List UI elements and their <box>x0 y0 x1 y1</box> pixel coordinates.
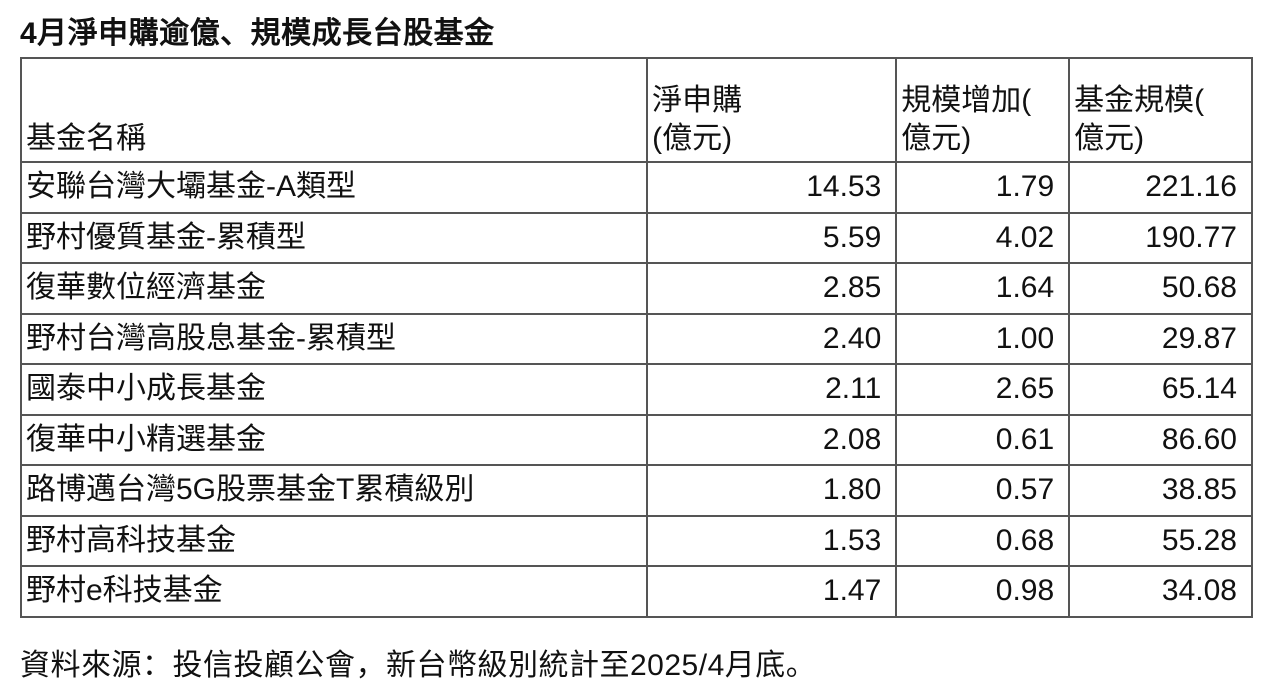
cell-fund-size: 50.68 <box>1068 262 1253 315</box>
cell-fund-size: 86.60 <box>1068 413 1253 466</box>
cell-net-subscription: 1.80 <box>646 464 898 517</box>
cell-net-subscription: 5.59 <box>646 211 898 264</box>
header-line: 億元) <box>1074 122 1145 155</box>
header-line: (億元) <box>652 122 733 155</box>
cell-size-increase: 4.02 <box>895 211 1071 264</box>
header-row: 基金名稱 淨申購 (億元) 規模增加( 億元) 基金規模( 億元) <box>19 57 1253 163</box>
cell-size-increase: 2.65 <box>895 363 1071 416</box>
cell-fund-size: 29.87 <box>1068 312 1253 365</box>
cell-size-increase: 1.79 <box>895 161 1071 214</box>
header-line: 億元) <box>901 122 972 155</box>
cell-fund-size: 55.28 <box>1068 514 1253 567</box>
cell-fund-name: 路博邁台灣5G股票基金T累積級別 <box>19 464 649 517</box>
cell-fund-size: 190.77 <box>1068 211 1253 264</box>
cell-net-subscription: 2.40 <box>646 312 898 365</box>
table-row: 復華中小精選基金 2.08 0.61 86.60 <box>19 413 1253 466</box>
table-row: 安聯台灣大壩基金-A類型 14.53 1.79 221.16 <box>19 161 1253 214</box>
header-fund-size: 基金規模( 億元) <box>1068 57 1253 163</box>
cell-fund-size: 65.14 <box>1068 363 1253 416</box>
cell-net-subscription: 1.53 <box>646 514 898 567</box>
header-net-subscription: 淨申購 (億元) <box>646 57 898 163</box>
cell-fund-size: 38.85 <box>1068 464 1253 517</box>
table-row: 野村優質基金-累積型 5.59 4.02 190.77 <box>19 211 1253 264</box>
cell-net-subscription: 2.85 <box>646 262 898 315</box>
header-size-increase: 規模增加( 億元) <box>895 57 1071 163</box>
source-note: 資料來源：投信投顧公會，新台幣級別統計至2025/4月底。 <box>20 649 817 682</box>
cell-fund-name: 國泰中小成長基金 <box>19 363 649 416</box>
cell-size-increase: 0.98 <box>895 565 1071 618</box>
cell-fund-name: 安聯台灣大壩基金-A類型 <box>19 161 649 214</box>
cell-size-increase: 1.64 <box>895 262 1071 315</box>
header-line: 基金規模( <box>1074 84 1205 117</box>
cell-net-subscription: 1.47 <box>646 565 898 618</box>
cell-fund-size: 221.16 <box>1068 161 1253 214</box>
cell-size-increase: 0.57 <box>895 464 1071 517</box>
cell-net-subscription: 14.53 <box>646 161 898 214</box>
header-fund-name: 基金名稱 <box>19 57 649 163</box>
cell-size-increase: 0.61 <box>895 413 1071 466</box>
header-line: 淨申購 <box>652 84 743 117</box>
cell-size-increase: 0.68 <box>895 514 1071 567</box>
cell-fund-name: 野村台灣高股息基金-累積型 <box>19 312 649 365</box>
table-row: 復華數位經濟基金 2.85 1.64 50.68 <box>19 262 1253 315</box>
table-row: 野村e科技基金 1.47 0.98 34.08 <box>19 565 1253 618</box>
cell-fund-name: 野村e科技基金 <box>19 565 649 618</box>
header-line: 規模增加( <box>901 84 1032 117</box>
table-row: 野村台灣高股息基金-累積型 2.40 1.00 29.87 <box>19 312 1253 365</box>
cell-net-subscription: 2.08 <box>646 413 898 466</box>
cell-fund-name: 復華中小精選基金 <box>19 413 649 466</box>
cell-fund-size: 34.08 <box>1068 565 1253 618</box>
cell-net-subscription: 2.11 <box>646 363 898 416</box>
table-row: 國泰中小成長基金 2.11 2.65 65.14 <box>19 363 1253 416</box>
fund-table: 基金名稱 淨申購 (億元) 規模增加( 億元) 基金規模( 億元) 安聯台灣大壩基金-… <box>19 57 1253 618</box>
cell-size-increase: 1.00 <box>895 312 1071 365</box>
cell-fund-name: 野村優質基金-累積型 <box>19 211 649 264</box>
table-row: 野村高科技基金 1.53 0.68 55.28 <box>19 514 1253 567</box>
table-title: 4月淨申購逾億、規模成長台股基金 <box>20 17 495 50</box>
cell-fund-name: 野村高科技基金 <box>19 514 649 567</box>
header-line: 基金名稱 <box>26 122 146 155</box>
cell-fund-name: 復華數位經濟基金 <box>19 262 649 315</box>
table-row: 路博邁台灣5G股票基金T累積級別 1.80 0.57 38.85 <box>19 464 1253 517</box>
